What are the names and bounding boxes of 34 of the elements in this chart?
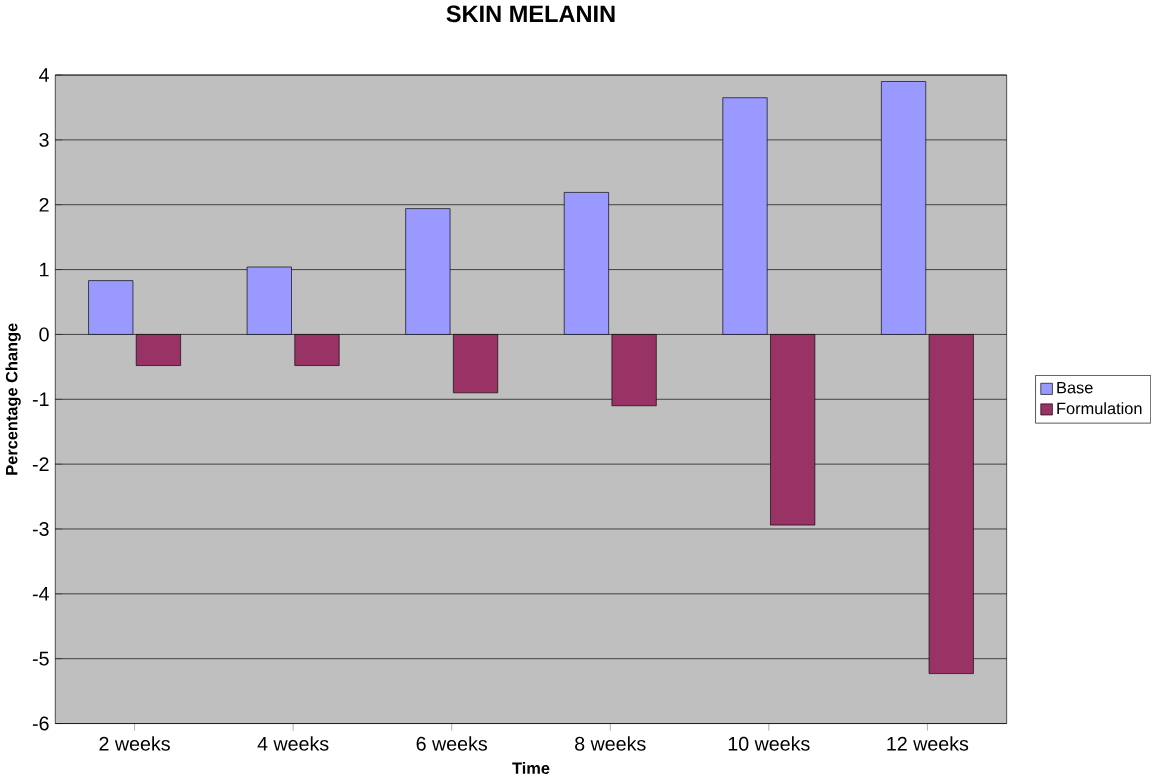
y-tick-label: 1: [40, 262, 49, 277]
bar: [770, 333, 816, 526]
x-tick-label: 4 weeks: [257, 736, 329, 751]
chart-title: SKIN MELANIN: [446, 5, 615, 22]
y-tick-label: -3: [32, 521, 49, 536]
y-tick-label: -4: [32, 586, 49, 601]
y-tick-label: 0: [39, 327, 49, 342]
bar: [611, 333, 657, 406]
y-tick-label: -1: [32, 392, 49, 406]
y-tick-label: -5: [32, 651, 49, 666]
bar: [563, 191, 609, 335]
y-tick-label: 4: [39, 68, 49, 82]
bar: [294, 333, 340, 366]
x-axis-title: Time: [512, 761, 550, 774]
y-tick-label: 3: [39, 132, 49, 147]
bar: [928, 333, 974, 674]
bar: [881, 80, 927, 335]
legend-label: Formulation: [1057, 402, 1142, 415]
y-tick-label: -6: [32, 716, 49, 731]
x-tick-label: 2 weeks: [99, 736, 170, 751]
x-tick-label: 6 weeks: [416, 736, 488, 751]
x-tick-label: 12 weeks: [887, 736, 969, 751]
bar: [88, 280, 134, 335]
bar: [246, 266, 292, 335]
bar: [135, 333, 181, 366]
bar: [453, 333, 499, 393]
x-tick-label: 8 weeks: [575, 736, 646, 751]
y-tick-label: 2: [39, 197, 49, 212]
y-tick-label: -2: [32, 457, 49, 471]
x-tick-label: 10 weeks: [728, 736, 810, 751]
y-axis-title: Percentage Change: [5, 323, 21, 475]
bar: [722, 97, 768, 335]
bar: [405, 208, 451, 335]
legend-label: Base: [1057, 381, 1093, 394]
